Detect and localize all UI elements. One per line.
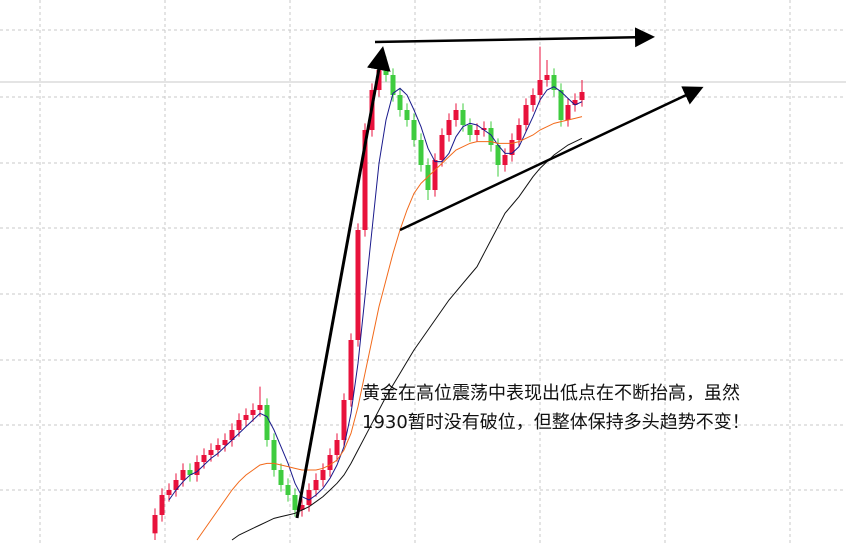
candle-body bbox=[488, 128, 494, 145]
candle-body bbox=[243, 415, 249, 420]
candle-body bbox=[299, 505, 305, 510]
candle-body bbox=[516, 125, 522, 140]
candle-body bbox=[341, 400, 347, 440]
candle-body bbox=[474, 130, 480, 135]
candle-body bbox=[495, 145, 501, 165]
candle-body bbox=[558, 90, 564, 120]
candle-body bbox=[390, 75, 396, 95]
candle-body bbox=[432, 160, 438, 190]
candle-body bbox=[572, 100, 578, 105]
candle-body bbox=[180, 470, 186, 480]
candle-body bbox=[236, 420, 242, 430]
candle-body bbox=[159, 495, 165, 515]
candle-body bbox=[264, 405, 270, 440]
candle-body bbox=[250, 410, 256, 415]
candle-body bbox=[194, 462, 200, 475]
candle-body bbox=[565, 105, 571, 120]
candle-body bbox=[187, 470, 193, 475]
candle-body bbox=[292, 495, 298, 510]
candle-body bbox=[278, 470, 284, 485]
candle-body bbox=[509, 140, 515, 155]
candle-body bbox=[467, 125, 473, 135]
candle-body bbox=[502, 155, 508, 165]
candle-body bbox=[313, 480, 319, 490]
candle-body bbox=[173, 480, 179, 490]
candle-body bbox=[404, 110, 410, 120]
trend-arrow bbox=[295, 46, 391, 519]
candle-body bbox=[229, 430, 235, 440]
candle-body bbox=[362, 130, 368, 230]
candle-body bbox=[152, 515, 158, 534]
moving-average-line bbox=[196, 116, 583, 541]
trend-arrow bbox=[374, 27, 655, 48]
candle-body bbox=[544, 75, 550, 80]
candle-body bbox=[257, 405, 263, 410]
candle-body bbox=[348, 340, 354, 400]
candle-body bbox=[376, 70, 382, 90]
candle-body bbox=[334, 440, 340, 455]
candle-body bbox=[271, 440, 277, 470]
candle-body bbox=[397, 95, 403, 110]
candle-body bbox=[446, 120, 452, 135]
candle-body bbox=[425, 165, 431, 190]
candle-body bbox=[201, 455, 207, 462]
candle-body bbox=[320, 470, 326, 480]
trend-arrow bbox=[399, 86, 704, 232]
candle-body bbox=[481, 128, 487, 130]
candle-body bbox=[383, 70, 389, 75]
candle-body bbox=[285, 485, 291, 495]
candle-body bbox=[537, 80, 543, 95]
candle-body bbox=[551, 75, 557, 90]
annotation: 1930暂时没有破位，但整体保持多头趋势不变！ bbox=[362, 412, 750, 433]
candle-body bbox=[460, 110, 466, 125]
candle-body bbox=[327, 455, 333, 470]
trend-arrows bbox=[295, 27, 704, 519]
candle-body bbox=[166, 490, 172, 495]
candle-body bbox=[453, 110, 459, 120]
candle-body bbox=[215, 445, 221, 450]
candle-body bbox=[355, 230, 361, 340]
candle-body bbox=[222, 440, 228, 445]
candle-body bbox=[208, 450, 214, 455]
moving-average-line bbox=[168, 86, 583, 501]
candle-body bbox=[579, 92, 585, 100]
annotation: 黄金在高位震荡中表现出低点在不断抬高，虽然 bbox=[362, 383, 740, 404]
candle-body bbox=[418, 140, 424, 165]
candle-body bbox=[530, 95, 536, 105]
candle-body bbox=[439, 135, 445, 160]
candle-body bbox=[306, 490, 312, 505]
moving-average-line bbox=[231, 137, 583, 541]
candle-body bbox=[523, 105, 529, 125]
candle-body bbox=[411, 120, 417, 140]
